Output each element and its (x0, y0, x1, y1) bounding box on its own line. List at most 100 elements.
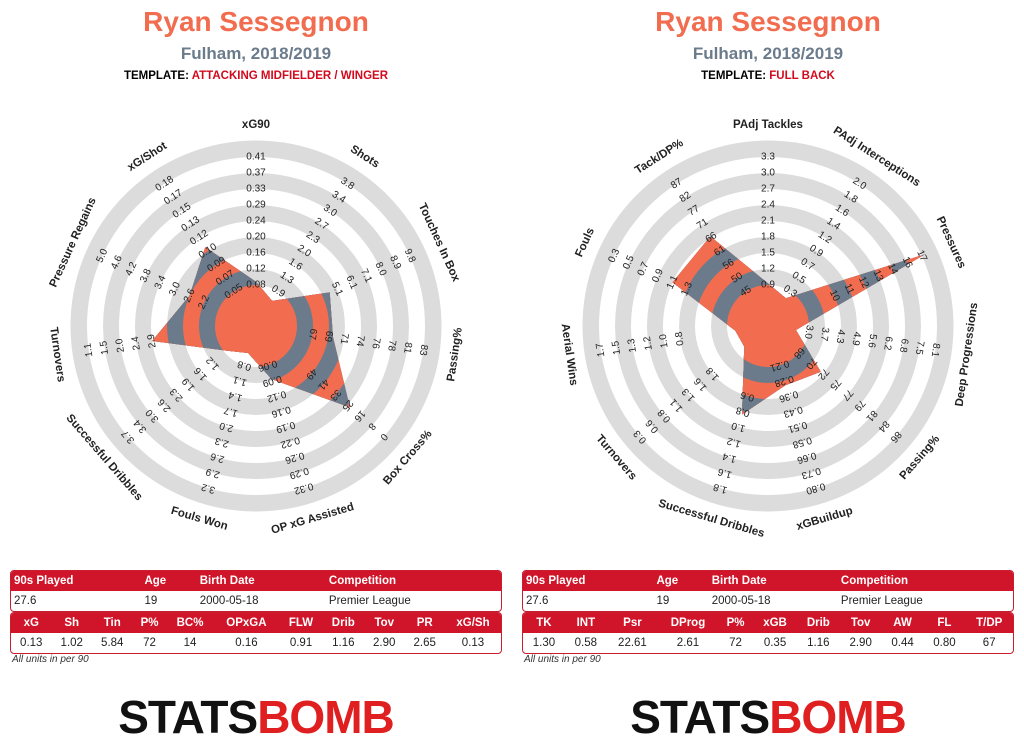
tick-label: 0.9 (650, 267, 666, 285)
tick-label: 0.28 (773, 373, 795, 389)
logo-stats: STATS (630, 691, 770, 743)
player-title: Ryan Sessegnon (143, 6, 369, 37)
info-table: 90s Played Age Birth Date Competition 27.6 1… (522, 570, 1014, 612)
info-table: 90s Played Age Birth Date Competition 27.6 1… (10, 570, 502, 612)
template-value: ATTACKING MIDFIELDER / WINGER (191, 70, 389, 82)
axis-label: Fouls (573, 226, 597, 259)
axis-label: Turnovers (47, 326, 67, 383)
tick-label: 3.0 (167, 280, 183, 298)
tick-label: 0.16 (246, 248, 266, 259)
stats-header-5: xGB (753, 613, 797, 633)
tick-label: 2.6 (182, 287, 198, 305)
stats-cell-1: 0.58 (574, 637, 598, 649)
tick-label: 1.1 (231, 373, 248, 388)
tick-label: 4.6 (109, 253, 125, 271)
tick-label: 5.0 (95, 247, 111, 265)
stats-header-3: P% (132, 613, 167, 633)
statsbomb-logo: STATSBOMB (0, 690, 512, 744)
radar-ring (599, 157, 937, 495)
logo-bomb: BOMB (257, 691, 395, 743)
tick-label: 7.1 (358, 267, 374, 285)
tick-label: 0.9 (761, 280, 775, 291)
tick-label: 83 (417, 344, 430, 357)
tick-label: 3.0 (802, 324, 815, 340)
stats-header-1: Sh (51, 613, 92, 633)
tick-label: 69 (322, 330, 335, 343)
left-panel: Ryan Sessegnon Fulham, 2018/2019 TEMPLAT… (0, 6, 512, 744)
radar-core (743, 301, 793, 351)
tick-label: 1.5 (98, 340, 111, 356)
info-header-2: Birth Date (196, 571, 326, 591)
tick-label: 1.0 (730, 419, 747, 434)
tick-label: 0.36 (777, 388, 799, 404)
stats-header-0: xG (11, 613, 52, 633)
stats-header-4: P% (717, 613, 754, 633)
stats-header-9: FL (923, 613, 966, 633)
tick-label: 0.19 (274, 419, 296, 435)
tick-label: 2.3 (213, 435, 230, 450)
stats-header-10: xG/Sh (444, 613, 501, 633)
tick-label: 0.7 (636, 260, 652, 278)
info-cell-3: Premier League (840, 595, 923, 607)
axis-label: Fouls Won (170, 505, 230, 533)
stats-header-6: FLW (279, 613, 323, 633)
tick-label: 3.7 (818, 326, 831, 342)
radar-chart-attacking: 0.080.120.160.200.240.290.330.370.41xG90… (47, 119, 465, 537)
radar-ring (71, 141, 441, 511)
tick-label: 0.58 (791, 434, 813, 450)
tick-label: 1.4 (721, 450, 738, 465)
tick-label: 11 (842, 282, 857, 296)
logo-bomb: BOMB (769, 691, 907, 743)
axis-label: Passing% (445, 327, 465, 382)
tick-label: 0.8 (734, 404, 751, 419)
tick-label: 2.0 (114, 337, 127, 353)
template-value: FULL BACK (769, 70, 835, 82)
tick-label: 14 (885, 262, 900, 277)
template-line: TEMPLATE: ATTACKING MIDFIELDER / WINGER (0, 70, 512, 82)
tick-label: 2.9 (204, 465, 221, 480)
stats-cell-2: 22.61 (618, 637, 647, 649)
tick-label: 1.8 (712, 481, 729, 496)
tick-label: 0.29 (246, 200, 266, 211)
stats-cell-10: 0.13 (461, 637, 485, 649)
template-label: TEMPLATE: (123, 70, 189, 82)
tick-label: 12 (856, 275, 871, 290)
tick-label: 0.66 (795, 449, 817, 465)
tick-label: 3.2 (200, 481, 217, 496)
tick-label: 1.1 (665, 273, 681, 291)
axis-label: Aerial Wins (559, 323, 580, 387)
tick-label: 1.3 (679, 280, 695, 298)
tick-label: 17 (914, 249, 929, 264)
info-header-0: 90s Played (11, 571, 142, 591)
tick-label: 1.8 (761, 232, 775, 243)
tick-label: 0.32 (292, 480, 314, 496)
tick-label: 0.3 (607, 247, 623, 265)
stats-header-7: Tov (839, 613, 882, 633)
stats-cell-10: 67 (982, 637, 996, 649)
radar-ring (631, 189, 905, 463)
tick-label: 0.41 (246, 152, 266, 163)
template-label: TEMPLATE: (701, 70, 767, 82)
stats-cell-3: 72 (143, 637, 156, 649)
tick-label: 2.7 (761, 184, 775, 195)
tick-label: 3.0 (761, 168, 775, 179)
right-panel: Ryan Sessegnon Fulham, 2018/2019 TEMPLAT… (512, 0, 1024, 751)
tick-label: 6.1 (343, 274, 359, 292)
tick-label: 2.6 (209, 450, 226, 465)
stats-cell-4: 14 (183, 637, 197, 649)
stats-header-7: Drib (322, 613, 364, 633)
tick-label: 0.37 (246, 168, 266, 179)
tick-label: 1.5 (610, 340, 623, 356)
tick-label: 1.2 (761, 264, 775, 275)
tick-label: 1.5 (761, 248, 775, 259)
tick-label: 9.8 (402, 247, 418, 265)
tick-label: 76 (369, 337, 382, 350)
tick-label: 4.2 (124, 260, 140, 278)
tick-label: 81 (401, 341, 414, 354)
axis-label: Shots (348, 143, 381, 170)
info-header-1: Age (653, 571, 709, 591)
info-cell-2: 2000-05-18 (199, 595, 259, 607)
tick-label: 0 (377, 431, 389, 443)
radar-ring (103, 173, 409, 479)
tick-label: 0.8 (236, 358, 253, 373)
